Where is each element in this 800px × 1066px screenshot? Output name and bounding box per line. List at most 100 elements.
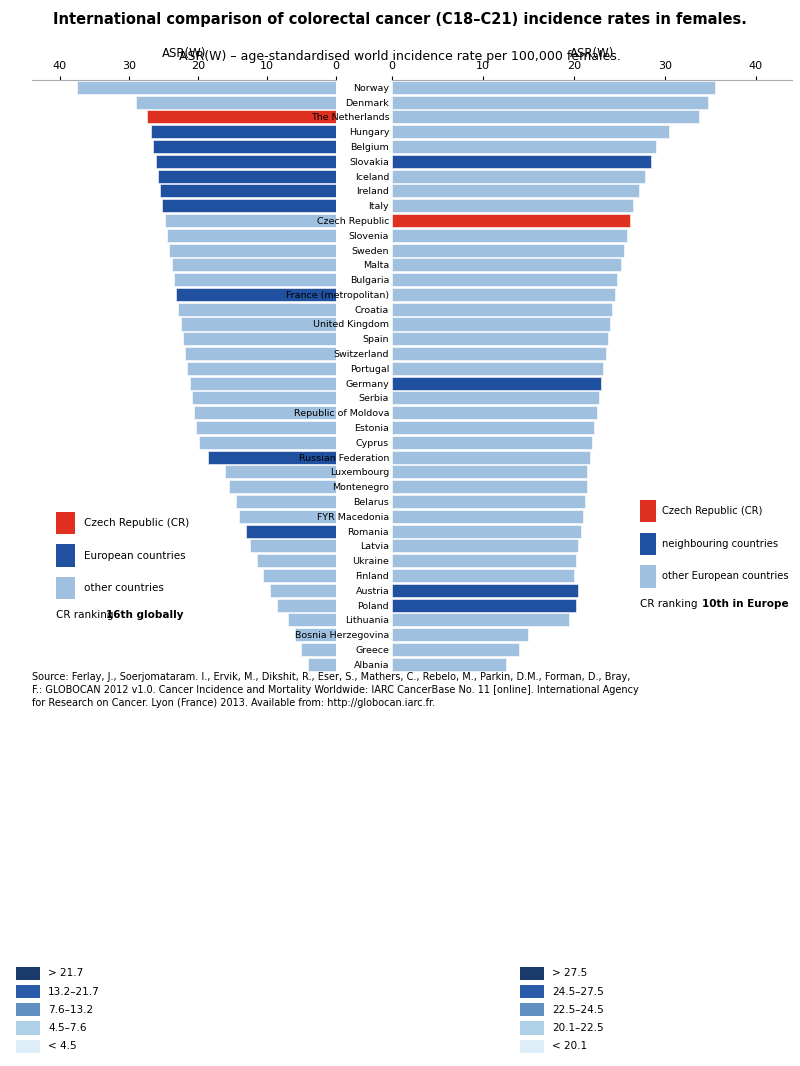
Text: neighbouring countries: neighbouring countries <box>662 538 778 549</box>
Bar <box>392 451 590 464</box>
Text: ASR(W) – age-standardised world incidence rate per 100,000 females.: ASR(W) – age-standardised world incidenc… <box>179 50 621 63</box>
Bar <box>239 510 336 522</box>
Bar <box>392 243 624 257</box>
Bar <box>278 598 336 612</box>
Bar <box>158 169 336 182</box>
Bar <box>392 229 626 242</box>
X-axis label: ASR(W): ASR(W) <box>162 47 206 60</box>
Bar <box>392 391 599 404</box>
Bar <box>392 333 608 345</box>
Bar <box>166 229 336 242</box>
Bar <box>199 436 336 449</box>
Bar <box>392 613 570 627</box>
Bar <box>153 140 336 154</box>
Bar <box>520 1021 544 1035</box>
Bar <box>16 967 40 980</box>
Bar <box>392 524 581 537</box>
Text: 22.5–24.5: 22.5–24.5 <box>552 1005 604 1015</box>
Bar <box>392 184 639 197</box>
Bar <box>392 421 594 434</box>
Bar <box>186 348 336 360</box>
Bar <box>308 658 336 671</box>
Bar <box>392 628 528 641</box>
Bar <box>176 288 336 301</box>
Bar <box>246 524 336 537</box>
Text: other countries: other countries <box>84 583 163 593</box>
Bar <box>392 258 621 272</box>
Bar <box>392 199 633 212</box>
Bar <box>174 273 336 286</box>
Text: other European countries: other European countries <box>662 571 789 581</box>
Bar <box>226 466 336 479</box>
Text: 7.6–13.2: 7.6–13.2 <box>48 1005 93 1015</box>
Bar <box>181 318 336 330</box>
Bar <box>392 125 670 139</box>
Bar <box>236 495 336 508</box>
Bar <box>151 125 336 139</box>
Bar <box>392 111 699 124</box>
Bar <box>392 318 610 330</box>
Text: > 27.5: > 27.5 <box>552 969 587 979</box>
Bar <box>162 199 336 212</box>
Bar <box>263 569 336 582</box>
Bar <box>392 155 651 167</box>
Text: European countries: European countries <box>84 551 186 561</box>
Bar <box>392 436 592 449</box>
Bar <box>187 361 336 375</box>
Bar <box>392 214 630 227</box>
Bar <box>250 539 336 552</box>
Bar <box>16 985 40 998</box>
Bar <box>640 565 656 587</box>
Bar <box>640 500 656 522</box>
Bar <box>16 1039 40 1053</box>
Bar <box>169 243 336 257</box>
Bar <box>392 348 606 360</box>
Bar <box>520 1003 544 1017</box>
Bar <box>192 391 336 404</box>
Text: Czech Republic (CR): Czech Republic (CR) <box>662 506 762 516</box>
Bar <box>392 406 597 419</box>
Text: Source: Ferlay, J., Soerjomataram. I., Ervik, M., Dikshit, R., Eser, S., Mathers: Source: Ferlay, J., Soerjomataram. I., E… <box>32 672 638 708</box>
Text: 4.5–7.6: 4.5–7.6 <box>48 1023 86 1033</box>
Bar <box>392 643 519 656</box>
Bar <box>77 81 336 94</box>
Bar <box>392 658 506 671</box>
Bar <box>392 96 708 109</box>
Bar <box>392 598 576 612</box>
Text: < 20.1: < 20.1 <box>552 1041 587 1051</box>
Bar <box>640 533 656 555</box>
Text: 24.5–27.5: 24.5–27.5 <box>552 987 604 997</box>
Bar <box>392 495 585 508</box>
Text: < 4.5: < 4.5 <box>48 1041 77 1051</box>
Text: Czech Republic (CR): Czech Republic (CR) <box>84 518 189 528</box>
Bar <box>16 1021 40 1035</box>
Bar <box>160 184 336 197</box>
Bar <box>194 406 336 419</box>
Bar <box>392 81 714 94</box>
Bar <box>270 584 336 597</box>
Bar <box>392 288 614 301</box>
Bar <box>520 985 544 998</box>
Bar <box>156 155 336 167</box>
Text: 16th globally: 16th globally <box>106 611 184 620</box>
Bar <box>178 303 336 316</box>
Bar <box>171 258 336 272</box>
Bar <box>182 333 336 345</box>
X-axis label: ASR(W): ASR(W) <box>570 47 614 60</box>
Bar <box>165 214 336 227</box>
Bar <box>392 569 574 582</box>
Bar <box>294 628 336 641</box>
Bar <box>392 169 645 182</box>
Bar <box>136 96 336 109</box>
Text: > 21.7: > 21.7 <box>48 969 83 979</box>
Bar <box>208 451 336 464</box>
Bar <box>257 554 336 567</box>
Bar <box>392 361 603 375</box>
Bar <box>392 510 583 522</box>
Bar <box>392 376 601 390</box>
Bar <box>56 512 74 534</box>
Bar <box>288 613 336 627</box>
Bar <box>392 480 587 494</box>
Bar <box>392 584 578 597</box>
Bar <box>190 376 336 390</box>
